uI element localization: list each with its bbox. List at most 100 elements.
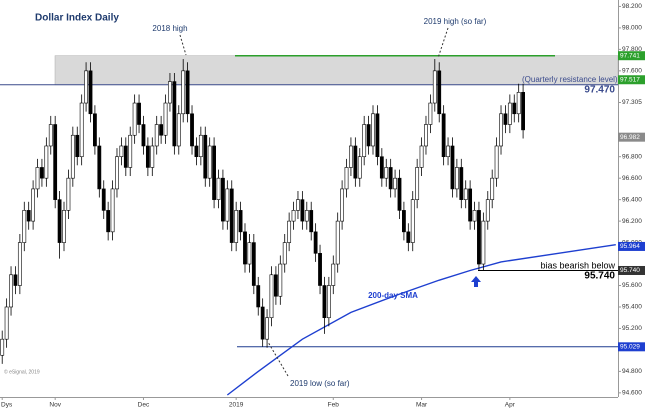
candle-body — [512, 102, 517, 115]
price-tag — [618, 75, 645, 85]
candle-body — [477, 210, 481, 265]
candle-body — [137, 102, 141, 125]
candle-body — [366, 124, 371, 147]
candle-body — [499, 113, 503, 147]
candle-body — [468, 188, 473, 222]
y-tick-label: 96.600 — [622, 175, 642, 182]
candle-body — [371, 113, 375, 147]
candle-body — [344, 167, 349, 190]
candle-body — [269, 274, 274, 319]
candle-body — [150, 145, 155, 168]
candle-body — [402, 210, 406, 233]
candle-body — [318, 253, 322, 286]
candle-body — [185, 70, 190, 115]
candle-body — [181, 70, 186, 115]
candle-body — [115, 156, 119, 190]
y-tick-label: 98.200 — [622, 3, 642, 10]
candle-body — [238, 210, 243, 233]
y-tick-label: 97.800 — [622, 46, 642, 53]
candle-body — [322, 285, 327, 319]
over-layer: Dollar Index Daily 2018 high 2019 high (… — [1, 3, 645, 409]
candle-body — [353, 145, 358, 179]
candle-body — [207, 145, 212, 179]
candle-body — [48, 124, 53, 147]
candle-body — [247, 242, 252, 265]
candle-body — [503, 113, 508, 125]
candle-body — [256, 285, 261, 308]
candle-body — [326, 285, 331, 319]
price-tag — [618, 265, 645, 275]
price-tag — [618, 241, 645, 251]
x-tick-label: Mar — [416, 402, 428, 409]
candle-body — [273, 274, 278, 297]
candle-body — [485, 199, 490, 222]
candle-body — [57, 199, 62, 243]
source-note: © eSignal, 2019 — [4, 368, 40, 375]
up-arrow — [471, 276, 481, 287]
sma-label: 200-day SMA — [368, 291, 418, 300]
under-layer — [0, 54, 619, 348]
candle-body — [450, 145, 455, 190]
candle-body — [163, 102, 168, 136]
candle-body — [62, 210, 66, 243]
candle-body — [357, 156, 362, 179]
y-tick-label: 95.200 — [622, 325, 642, 332]
candle-body — [84, 70, 88, 104]
candle-body — [340, 188, 345, 222]
candle-body — [410, 199, 415, 243]
price-tag — [618, 51, 645, 61]
candle-body — [472, 210, 477, 222]
y-tick-label: 94.600 — [622, 390, 642, 397]
candle-body — [225, 188, 230, 222]
candle-body — [300, 199, 305, 222]
candle-body — [296, 199, 300, 211]
candle-body — [44, 145, 49, 179]
x-tick-label: 2019 — [229, 402, 244, 409]
candle-body — [53, 124, 58, 200]
candle-body — [234, 210, 239, 243]
candle-body — [123, 145, 128, 168]
candle-body — [424, 124, 428, 147]
candle-body — [437, 70, 442, 115]
price-tag-label: 95.029 — [620, 344, 640, 351]
candle-body — [141, 124, 146, 147]
y-tick-label: 97.600 — [622, 68, 642, 75]
price-tag-label: 97.741 — [620, 52, 640, 59]
annotation: bias bearish below — [540, 260, 615, 270]
candle-body — [31, 188, 36, 222]
annotation: 2018 high — [152, 24, 187, 33]
candle-body — [221, 177, 225, 222]
candle-body — [229, 188, 234, 243]
candle-body — [75, 134, 80, 158]
candle-body — [459, 167, 464, 200]
candle-body — [40, 167, 44, 179]
candle-body — [304, 210, 309, 222]
candle-body — [9, 274, 13, 308]
candle-body — [287, 220, 292, 243]
price-tag — [618, 342, 645, 352]
annotation-arrow — [437, 27, 449, 59]
candle-body — [243, 231, 247, 265]
candle-body — [313, 231, 318, 254]
candle-body — [97, 145, 102, 190]
candle-body — [388, 167, 393, 190]
candle-body — [362, 124, 367, 158]
y-tick-label: 96.800 — [622, 153, 642, 160]
candle-body — [463, 188, 468, 200]
candle-body — [260, 306, 265, 340]
candle-body — [335, 220, 340, 265]
candle-body — [375, 113, 380, 158]
candle-body — [70, 134, 75, 179]
candle-body — [282, 242, 287, 265]
candle-body — [168, 81, 172, 104]
candle-body — [194, 145, 199, 158]
candle-body — [454, 167, 459, 190]
candle-body — [145, 145, 150, 168]
price-tag-label: 95.740 — [620, 267, 640, 274]
annotation-arrow — [267, 341, 289, 377]
annotation-arrow — [179, 34, 187, 56]
candle-body — [35, 167, 40, 190]
annotation: 2019 high (so far) — [424, 17, 487, 26]
candle-body — [507, 102, 512, 125]
candle-body — [132, 102, 137, 136]
